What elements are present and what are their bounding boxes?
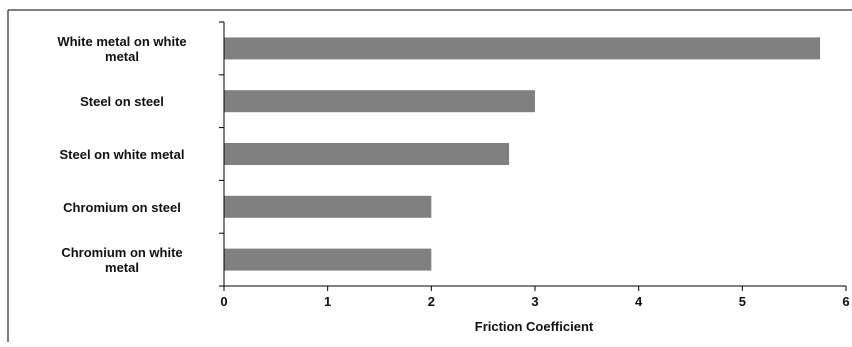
axes-layer: [219, 21, 847, 291]
x-tick-label-1: 1: [324, 294, 331, 309]
x-axis-title: Friction Coefficient: [475, 319, 594, 334]
category-label-4-line-1: Chromium on steel: [63, 200, 181, 215]
bar-5: [224, 248, 432, 271]
x-tick-label-5: 5: [739, 294, 746, 309]
category-label-1-line-2: metal: [105, 49, 139, 64]
category-label-2-line-1: Steel on steel: [80, 94, 164, 109]
x-tick-label-3: 3: [531, 294, 538, 309]
x-tick-label-2: 2: [428, 294, 435, 309]
category-label-5-line-1: Chromium on white: [61, 245, 182, 260]
x-tick-label-4: 4: [635, 294, 643, 309]
x-tick-label-6: 6: [842, 294, 849, 309]
bars-layer: [224, 37, 821, 271]
category-label-1-line-1: White metal on white: [57, 34, 186, 49]
bar-1: [224, 37, 821, 60]
bar-2: [224, 90, 535, 113]
category-label-5-line-2: metal: [105, 260, 139, 275]
category-label-3-line-1: Steel on white metal: [60, 147, 185, 162]
bar-4: [224, 195, 432, 218]
x-tick-label-0: 0: [220, 294, 227, 309]
bar-3: [224, 143, 510, 165]
